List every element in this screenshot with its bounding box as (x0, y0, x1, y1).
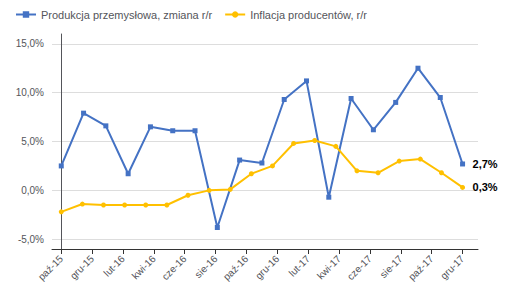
svg-text:kwi-16: kwi-16 (130, 253, 158, 281)
svg-text:paź-15: paź-15 (36, 253, 66, 283)
svg-text:lut-16: lut-16 (101, 253, 127, 279)
svg-text:paź-17: paź-17 (406, 253, 436, 283)
svg-text:gru-17: gru-17 (438, 253, 467, 282)
svg-text:sie-16: sie-16 (192, 253, 219, 280)
svg-text:0,3%: 0,3% (473, 181, 498, 193)
svg-text:10,0%: 10,0% (16, 87, 44, 98)
svg-text:-5,0%: -5,0% (18, 234, 44, 245)
svg-text:cze-16: cze-16 (160, 253, 189, 282)
svg-text:kwi-17: kwi-17 (315, 253, 343, 281)
svg-text:gru-15: gru-15 (68, 253, 97, 282)
svg-text:5,0%: 5,0% (21, 136, 44, 147)
svg-text:cze-17: cze-17 (345, 253, 374, 282)
svg-text:Inflacja producentów, r/r: Inflacja producentów, r/r (250, 9, 367, 21)
svg-text:Produkcja przemysłowa, zmiana: Produkcja przemysłowa, zmiana r/r (41, 9, 213, 21)
svg-text:paź-16: paź-16 (221, 253, 251, 283)
svg-text:sie-17: sie-17 (378, 253, 405, 280)
svg-text:2,7%: 2,7% (473, 158, 498, 170)
svg-text:lut-17: lut-17 (287, 253, 313, 279)
svg-text:gru-16: gru-16 (253, 253, 282, 282)
svg-text:15,0%: 15,0% (16, 38, 44, 49)
svg-text:0,0%: 0,0% (21, 185, 44, 196)
